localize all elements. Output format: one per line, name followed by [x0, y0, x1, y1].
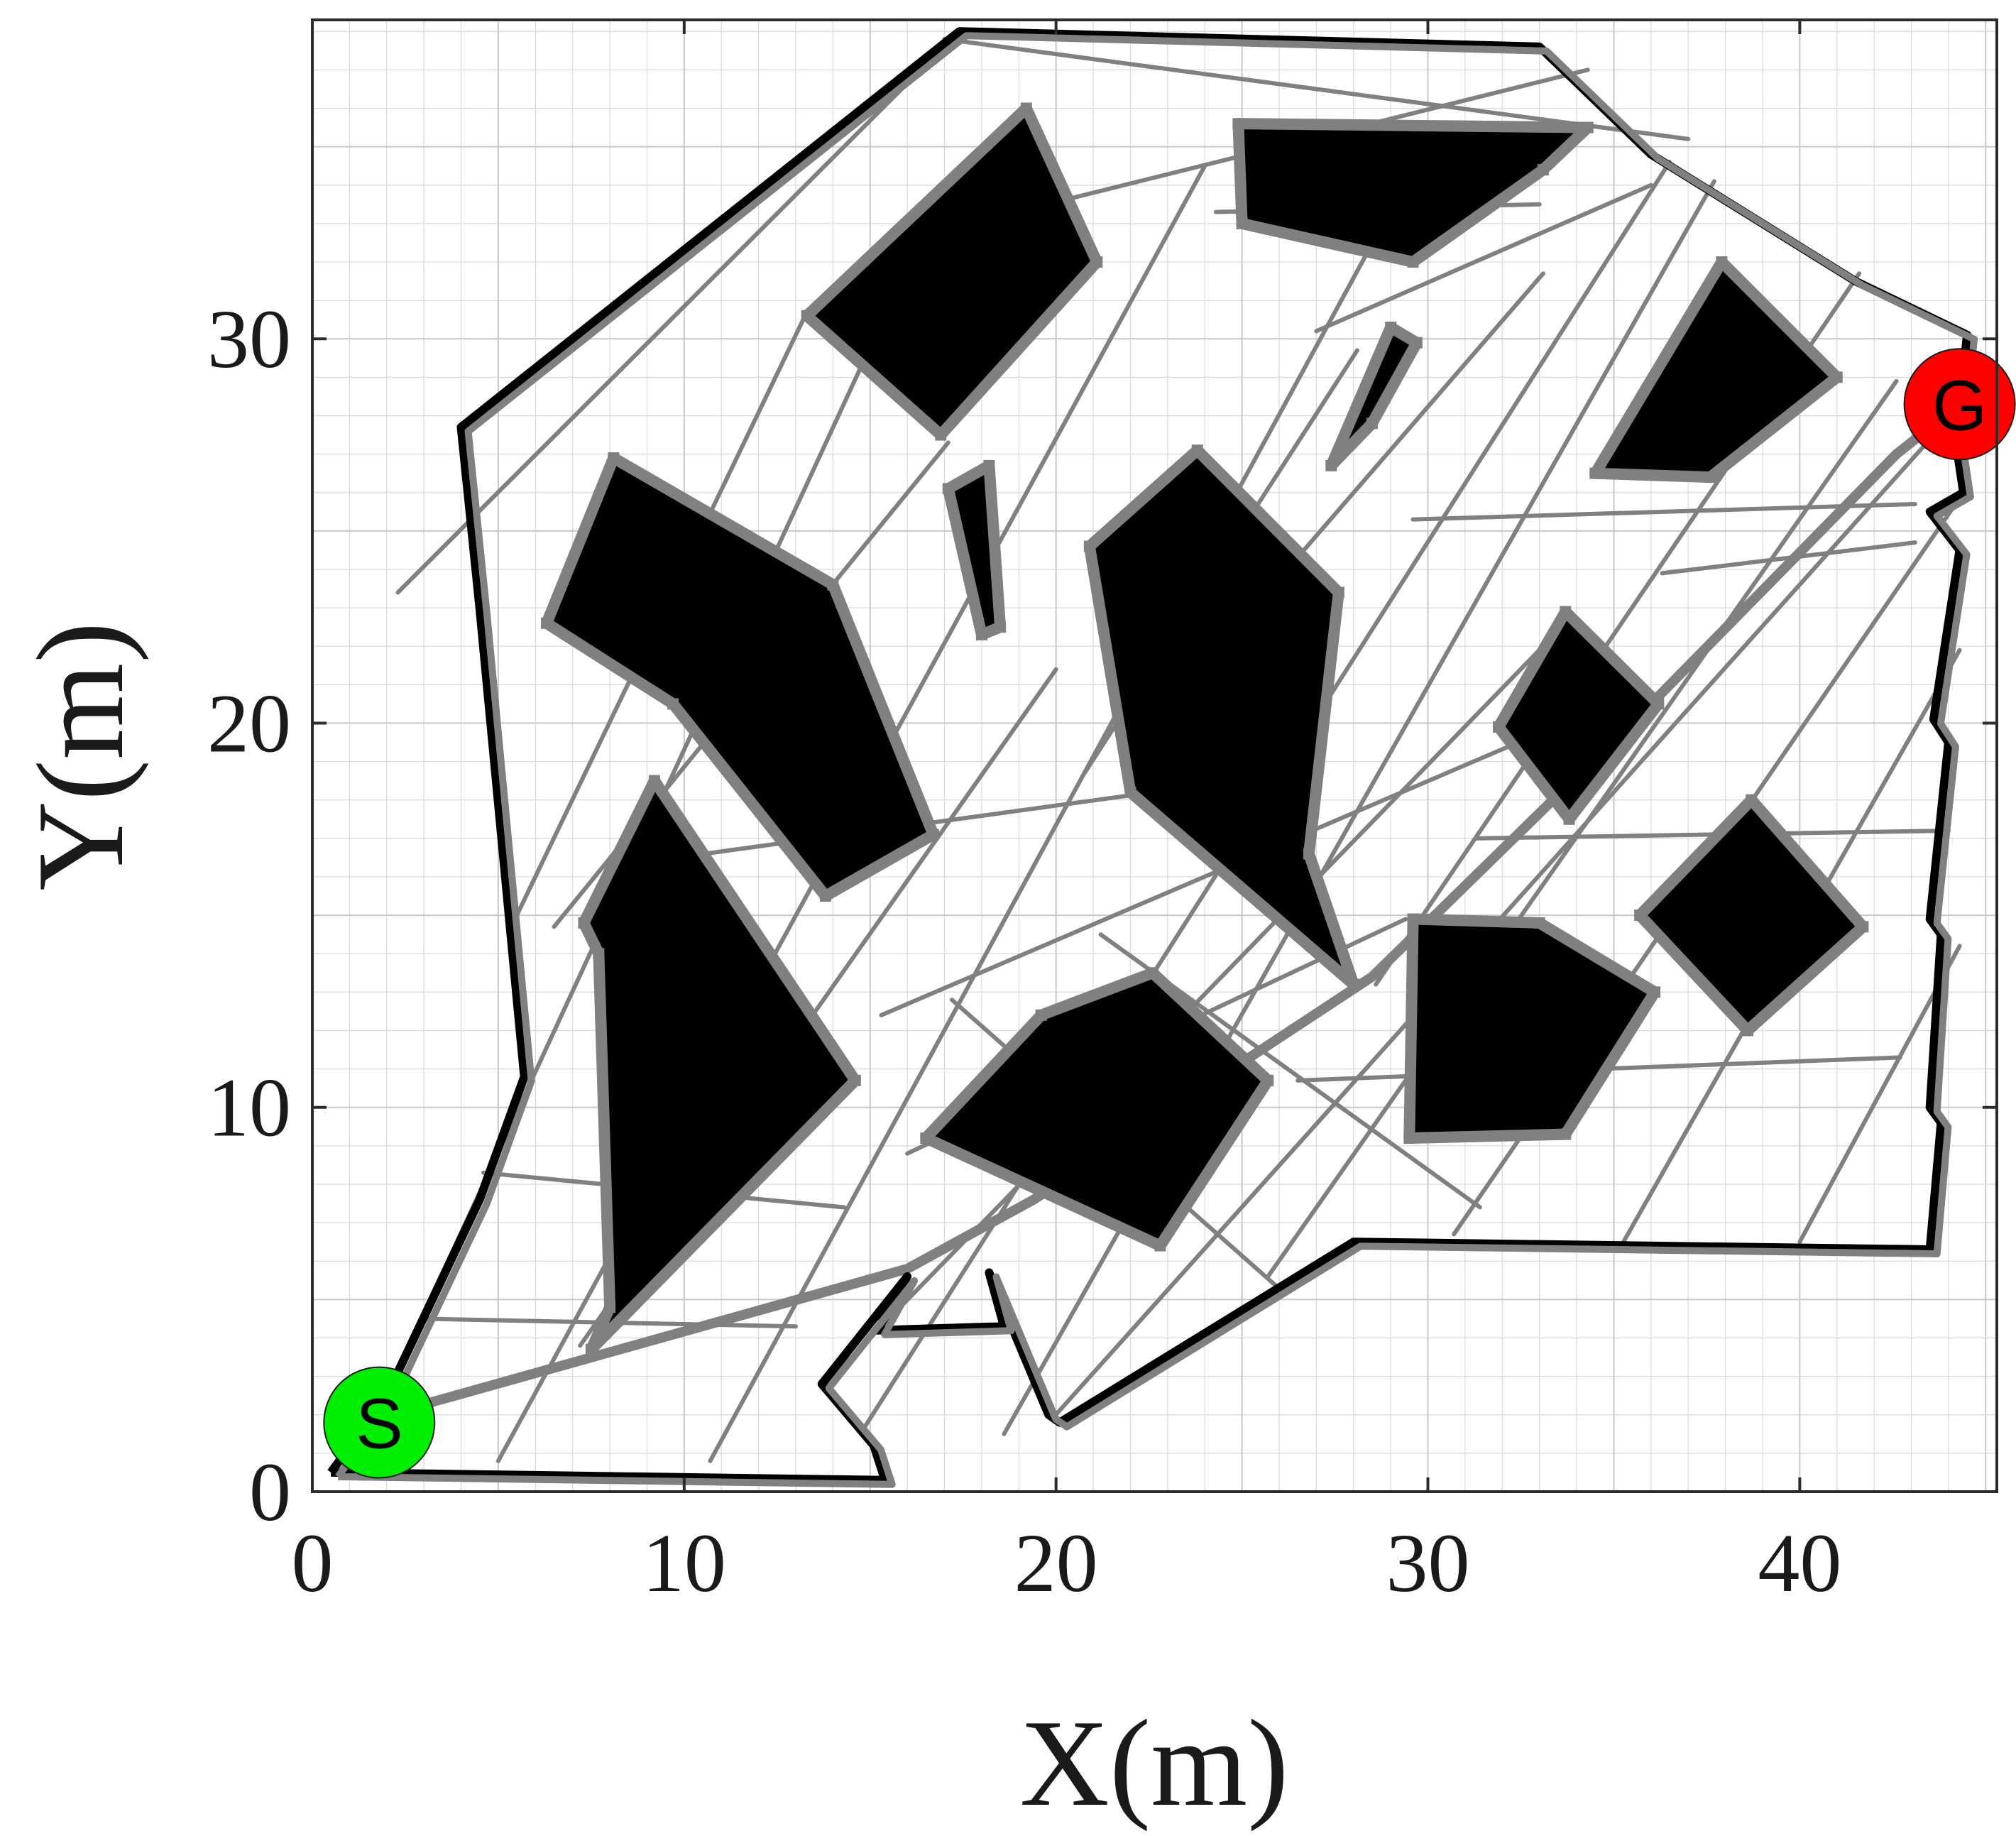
obstacle-vertex: [1091, 256, 1103, 268]
obstacle-vertex: [1407, 256, 1419, 268]
obstacle-vertex: [1083, 540, 1095, 552]
obstacle-vertex: [975, 629, 987, 641]
plot-area: SG: [311, 18, 2016, 1493]
obstacle-vertex: [1407, 913, 1419, 925]
obstacle-vertex: [1236, 217, 1248, 229]
plot-frame: [311, 18, 1998, 1493]
obstacle-vertex: [593, 948, 605, 960]
obstacle-vertex: [578, 917, 590, 929]
obstacle-vertex: [827, 579, 839, 591]
y-axis-ticks: 0 10 20 30: [207, 293, 1997, 1539]
obstacle-vertex: [1857, 921, 1869, 933]
obstacle-vertex: [1831, 371, 1843, 383]
roadmap-edge: [1410, 501, 1917, 522]
obstacle-vertex: [1704, 471, 1716, 483]
environment-boundary: [327, 27, 1978, 1488]
obstacle-vertex: [1332, 586, 1344, 599]
obstacle-vertex: [801, 310, 813, 322]
obstacle-vertex: [1533, 917, 1545, 929]
obstacle-vertex: [585, 1343, 597, 1355]
obstacle-vertex: [1124, 786, 1136, 798]
obstacle-vertex: [995, 621, 1007, 633]
obstacle-vertex: [1560, 1128, 1572, 1140]
x-axis-ticks: 0 10 20 30 40: [292, 20, 1841, 1610]
y-tick-label: 20: [207, 677, 291, 770]
start-marker-circle: [323, 1366, 436, 1479]
obstacle-vertex: [1493, 721, 1505, 733]
x-tick-label: 30: [1386, 1517, 1470, 1610]
y-tick-label: 10: [207, 1061, 291, 1154]
obstacle-vertex: [1325, 459, 1337, 471]
obstacle-vertex: [1537, 164, 1549, 176]
obstacle-vertex: [1347, 978, 1359, 990]
start-marker-label: S: [356, 1384, 403, 1464]
obstacle-vertex: [1232, 118, 1244, 130]
obstacle-vertex: [1191, 444, 1203, 457]
x-axis-title: X(m): [1019, 1694, 1288, 1832]
obstacle-vertex: [935, 429, 947, 441]
roadmap-path-segment: [381, 1264, 913, 1420]
obstacle-vertex: [1582, 121, 1594, 133]
obstacle-vertex: [1634, 909, 1646, 922]
roadmap-edge: [1314, 182, 1653, 334]
roadmap-edge: [395, 29, 962, 595]
obstacle-vertex: [667, 698, 679, 710]
obstacle-vertex: [1262, 1074, 1274, 1086]
y-axis-title: Y(m): [11, 621, 149, 890]
obstacles: [541, 102, 1869, 1355]
obstacle-vertex: [1560, 606, 1572, 618]
obstacle-vertex: [1035, 1009, 1047, 1021]
obstacle-vertex: [1649, 986, 1661, 998]
obstacle-polygon: [1403, 913, 1661, 1144]
roadmap-edge: [708, 125, 1437, 1463]
roadmap-path-segment: [902, 1194, 1039, 1274]
obstacle-vertex: [1589, 467, 1601, 479]
roadmap-path-segment: [1642, 449, 1902, 713]
start-goal-markers: SG: [323, 348, 2016, 1479]
obstacle-vertex: [942, 483, 954, 495]
x-tick-label: 0: [292, 1517, 334, 1610]
obstacle-vertex: [648, 775, 660, 787]
obstacle-vertex: [819, 890, 831, 902]
boundary-outline: [327, 27, 1972, 1485]
obstacle-vertex: [1653, 698, 1665, 710]
x-tick-label: 10: [642, 1517, 726, 1610]
obstacle-vertex: [1154, 1240, 1166, 1252]
obstacle-vertex: [1410, 337, 1423, 349]
boundary-inner-edge: [335, 32, 1978, 1488]
goal-marker-circle: [1903, 348, 2016, 461]
obstacle-vertex: [1385, 322, 1397, 334]
x-tick-label: 40: [1758, 1517, 1841, 1610]
obstacle-vertex: [1020, 102, 1032, 114]
obstacle-vertex: [608, 452, 620, 464]
roadmap-edge: [1266, 378, 1899, 1279]
obstacle-vertex: [849, 1074, 861, 1086]
obstacle-vertex: [1366, 417, 1378, 430]
y-tick-label: 30: [207, 293, 291, 386]
y-tick-label: 0: [249, 1446, 291, 1539]
obstacle-vertex: [604, 1301, 616, 1313]
obstacle-vertex: [1403, 1132, 1415, 1144]
obstacle-vertex: [1146, 967, 1158, 979]
obstacle-vertex: [1746, 794, 1758, 806]
goal-marker-label: G: [1932, 366, 1988, 445]
obstacle-polygon: [920, 967, 1274, 1252]
obstacle-vertex: [541, 617, 553, 629]
obstacle-vertex: [1303, 848, 1315, 860]
obstacle-vertex: [983, 459, 995, 471]
x-tick-label: 20: [1014, 1517, 1098, 1610]
obstacle-polygon: [1232, 118, 1594, 268]
obstacle-vertex: [1563, 813, 1575, 825]
obstacle-vertex: [1716, 256, 1728, 268]
obstacle-vertex: [920, 1132, 932, 1144]
obstacle-vertex: [927, 829, 939, 841]
obstacle-vertex: [1742, 1024, 1754, 1037]
